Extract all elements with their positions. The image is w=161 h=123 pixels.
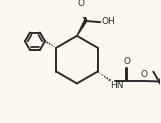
- Text: O: O: [140, 70, 147, 79]
- Text: OH: OH: [101, 17, 115, 26]
- Polygon shape: [77, 20, 86, 36]
- Text: HN: HN: [110, 81, 124, 90]
- Text: O: O: [124, 57, 131, 66]
- Text: O: O: [78, 0, 85, 8]
